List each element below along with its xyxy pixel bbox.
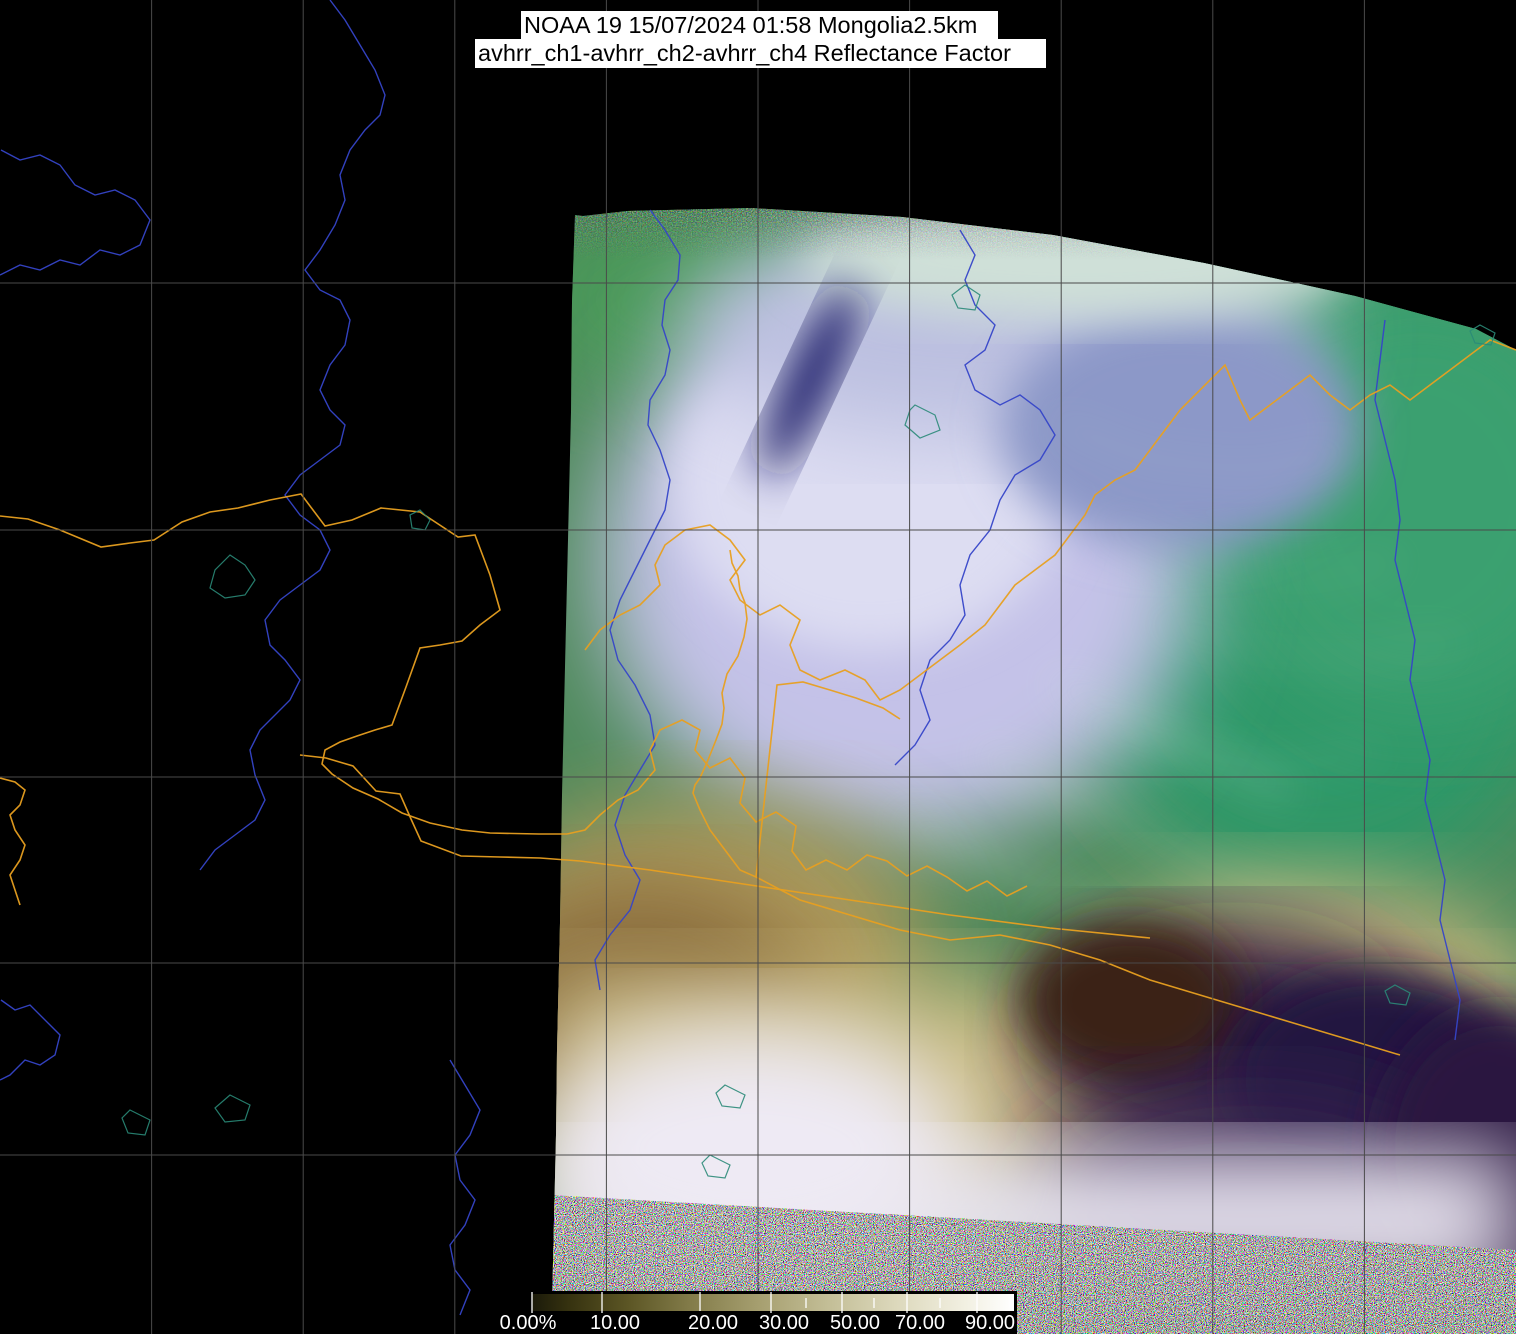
svg-text:90.00: 90.00 (965, 1312, 1015, 1334)
svg-text:70.00: 70.00 (895, 1312, 945, 1334)
svg-text:30.00: 30.00 (759, 1312, 809, 1334)
svg-text:10.00: 10.00 (590, 1312, 640, 1334)
svg-text:20.00: 20.00 (688, 1312, 738, 1334)
svg-text:0.00%: 0.00% (500, 1312, 557, 1334)
svg-text:50.00: 50.00 (830, 1312, 880, 1334)
